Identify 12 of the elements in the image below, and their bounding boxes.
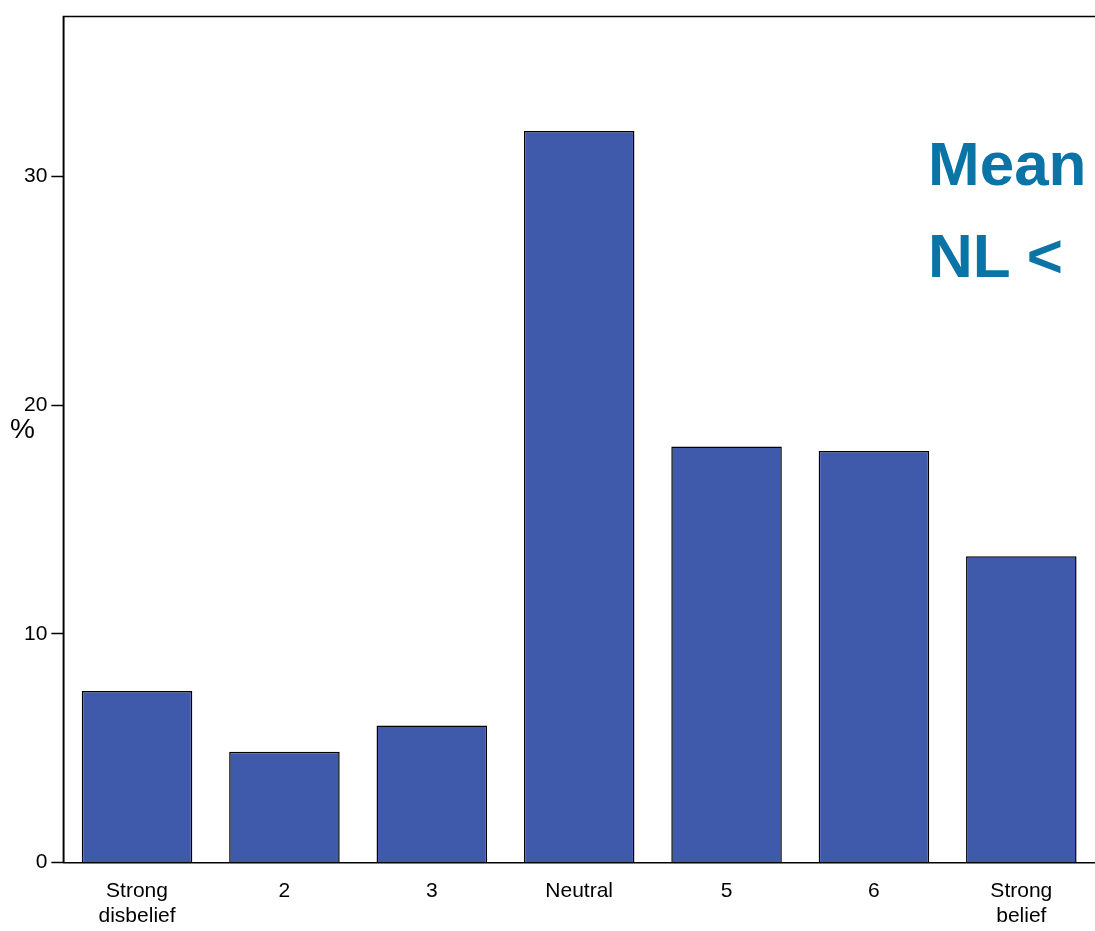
y-tick-label: 0 bbox=[35, 849, 48, 873]
annotation: NL < bbox=[928, 221, 1063, 291]
y-tick-label: 30 bbox=[24, 163, 48, 187]
annotation: Mean bbox=[928, 129, 1087, 199]
y-tick-label: 10 bbox=[24, 620, 48, 644]
x-tick-label: Strong belief bbox=[990, 878, 1053, 927]
x-tick-label: Strong disbelief bbox=[98, 878, 176, 927]
x-tick-label: Neutral bbox=[545, 878, 614, 901]
x-tick-label: 2 bbox=[278, 878, 291, 901]
x-tick-label: 5 bbox=[720, 878, 733, 901]
x-tick-label: 3 bbox=[425, 878, 438, 901]
x-tick-label: 6 bbox=[868, 878, 880, 901]
